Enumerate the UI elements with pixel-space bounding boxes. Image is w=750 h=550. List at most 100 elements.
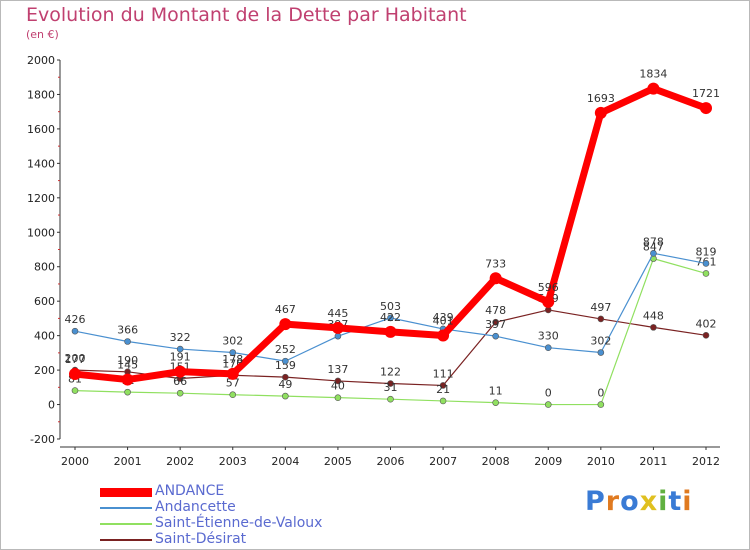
data-point	[387, 380, 394, 387]
data-label: 122	[380, 366, 401, 379]
data-point	[492, 332, 499, 340]
data-point	[176, 345, 184, 353]
data-label: 159	[275, 359, 296, 372]
data-label: 402	[696, 317, 717, 330]
x-tick-label: 2008	[482, 455, 510, 468]
data-label: 819	[696, 245, 717, 258]
data-label: 40	[331, 380, 345, 393]
legend-label: Saint-Étienne-de-Valoux	[155, 515, 323, 531]
y-tick-label: 1800	[27, 88, 55, 101]
data-label: 177	[65, 353, 86, 366]
data-label: 467	[275, 303, 296, 316]
data-point	[174, 365, 187, 378]
x-tick-label: 2001	[114, 455, 142, 468]
data-point	[71, 387, 79, 394]
data-label: 448	[643, 309, 664, 322]
data-label: 145	[117, 359, 138, 372]
data-label: 0	[545, 387, 552, 400]
logo-letter: o	[620, 486, 640, 517]
data-label: 366	[117, 323, 138, 336]
data-label: 57	[226, 377, 240, 390]
data-point	[282, 392, 289, 400]
data-point	[492, 318, 499, 326]
data-point	[650, 249, 657, 257]
data-label: 21	[436, 383, 450, 396]
data-label: 191	[170, 351, 191, 364]
x-tick-label: 2006	[377, 455, 405, 468]
x-tick-label: 2005	[324, 455, 352, 468]
data-point	[702, 270, 710, 277]
data-label: 178	[222, 353, 243, 366]
logo-letter: r	[605, 486, 621, 517]
unit-label: (en €)	[26, 28, 59, 41]
x-tick-label: 2003	[219, 455, 247, 468]
data-label: 878	[643, 235, 664, 248]
x-tick-label: 2000	[61, 455, 89, 468]
data-point	[279, 318, 292, 331]
data-label: 49	[278, 378, 292, 391]
data-point	[226, 367, 239, 380]
data-label: 439	[433, 311, 454, 324]
data-point	[702, 331, 710, 339]
data-label: 397	[485, 318, 506, 331]
x-tick-label: 2002	[166, 455, 194, 468]
legend-swatch	[100, 523, 152, 525]
data-label: 426	[65, 313, 86, 326]
data-point	[331, 321, 344, 334]
legend-label: Saint-Désirat	[155, 531, 247, 547]
data-label: 401	[433, 314, 454, 327]
data-label: 200	[65, 352, 86, 365]
data-label: 1693	[587, 92, 615, 105]
data-point	[229, 349, 237, 356]
data-point	[124, 388, 131, 396]
y-tick-label: 600	[34, 295, 55, 308]
data-point	[594, 106, 607, 119]
data-point	[229, 391, 237, 399]
data-point	[700, 102, 712, 115]
data-label: 66	[173, 375, 187, 388]
data-point	[334, 394, 342, 401]
logo-letter: t	[668, 486, 683, 517]
data-point	[387, 395, 394, 403]
legend-swatch	[100, 487, 152, 497]
data-label: 0	[597, 387, 604, 400]
chart-title: Evolution du Montant de la Dette par Hab…	[26, 4, 467, 26]
data-point	[437, 329, 450, 342]
data-point	[544, 344, 552, 351]
data-label: 847	[643, 241, 664, 254]
data-point	[489, 272, 502, 285]
y-tick-label: 1000	[27, 226, 55, 239]
y-tick-label: 2000	[27, 54, 55, 67]
data-point	[69, 368, 81, 381]
y-tick-label: 1600	[27, 123, 55, 136]
x-tick-label: 2007	[429, 455, 457, 468]
data-point	[439, 382, 447, 389]
x-tick-label: 2009	[534, 455, 562, 468]
y-tick-label: 1400	[27, 157, 55, 170]
legend-label: ANDANCE	[155, 483, 225, 499]
y-tick-label: 800	[34, 261, 55, 274]
proxiti-logo: Proxiti	[585, 486, 693, 517]
data-label: 1721	[692, 87, 720, 100]
data-label: 503	[380, 300, 401, 313]
data-label: 330	[538, 330, 559, 343]
x-tick-label: 2011	[639, 455, 667, 468]
data-label: 252	[275, 343, 296, 356]
data-point	[71, 327, 79, 335]
data-point	[597, 349, 605, 356]
data-label: 302	[222, 335, 243, 348]
data-point	[597, 401, 605, 408]
data-point	[334, 377, 342, 385]
logo-letter: i	[658, 486, 669, 517]
data-label: 190	[117, 354, 138, 367]
legend-swatch	[100, 507, 152, 509]
x-tick-label: 2004	[271, 455, 299, 468]
data-point	[384, 325, 397, 338]
data-point	[544, 401, 552, 408]
data-label: 111	[433, 367, 454, 380]
data-point	[176, 389, 184, 397]
y-tick-label: 400	[34, 330, 55, 343]
data-point	[334, 332, 342, 340]
